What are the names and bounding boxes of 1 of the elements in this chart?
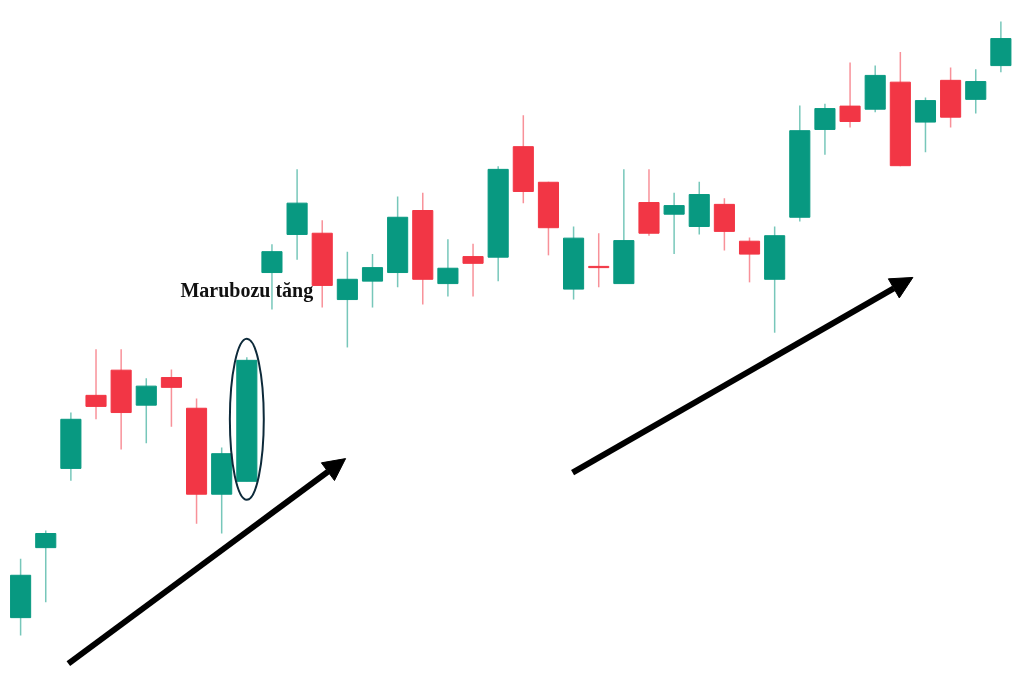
annotation: Marubozu tăng: [180, 278, 314, 302]
